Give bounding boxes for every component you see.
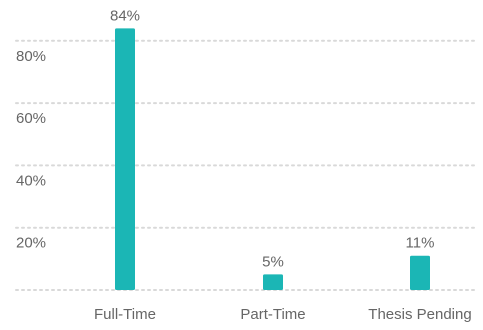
y-tick-label: 60% — [16, 110, 46, 127]
bars — [115, 28, 430, 291]
bar-value-label: 11% — [406, 235, 435, 252]
y-tick-label: 80% — [16, 48, 46, 65]
bar-value-label: 84% — [110, 7, 140, 24]
y-axis: 20% 40% 60% 80% — [16, 48, 46, 252]
bar-value-label: 5% — [262, 253, 284, 270]
bar-part-time[interactable] — [263, 274, 283, 290]
bar-thesis-pending[interactable] — [410, 255, 430, 290]
y-tick-label: 40% — [16, 172, 46, 189]
x-tick-label: Full-Time — [94, 306, 156, 323]
x-tick-label: Part-Time — [240, 306, 305, 323]
x-tick-label: Thesis Pending — [368, 306, 471, 323]
x-axis: Full-Time Part-Time Thesis Pending — [94, 306, 472, 323]
y-tick-label: 20% — [16, 235, 46, 252]
bar-full-time[interactable] — [115, 28, 135, 291]
grid-layer — [15, 39, 479, 291]
value-labels: 84% 5% 11% — [110, 7, 434, 270]
